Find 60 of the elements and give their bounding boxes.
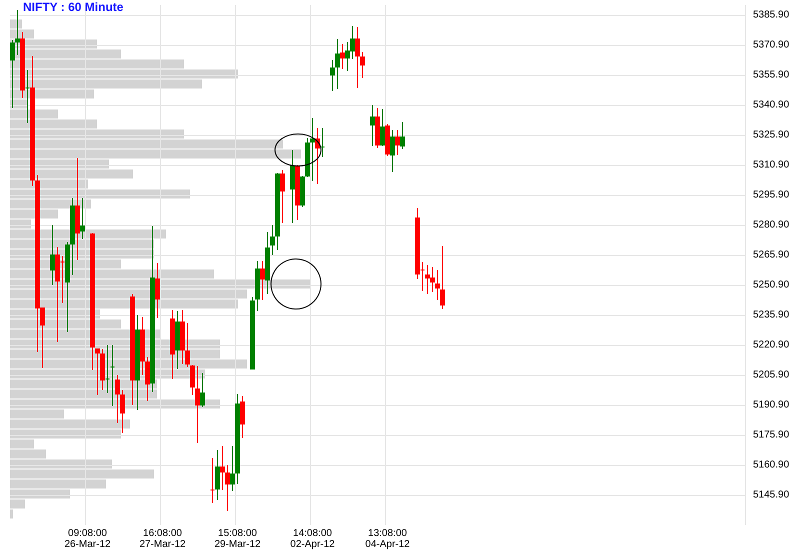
candlestick xyxy=(105,344,110,394)
candlestick xyxy=(240,396,245,438)
candlestick xyxy=(250,296,255,370)
y-tick-label: 5370.90 xyxy=(753,40,790,50)
candlestick xyxy=(295,164,300,220)
candlestick xyxy=(400,122,405,150)
y-tick-label: 5295.90 xyxy=(753,190,790,200)
y-tick-label: 5145.90 xyxy=(753,490,790,500)
y-tick-label: 5340.90 xyxy=(753,100,790,110)
y-tick-label: 5265.90 xyxy=(753,250,790,260)
candlestick xyxy=(275,172,280,250)
candlestick xyxy=(315,128,320,184)
y-tick-label: 5250.90 xyxy=(753,280,790,290)
candlestick xyxy=(305,138,310,178)
candlestick xyxy=(310,118,315,182)
candlestick xyxy=(380,108,385,146)
candlestick xyxy=(290,150,295,224)
x-tick-label: 16:08:00 27-Mar-12 xyxy=(139,528,186,550)
candlestick xyxy=(385,124,390,156)
chart-title: NIFTY : 60 Minute xyxy=(23,0,124,14)
candlestick xyxy=(220,446,225,490)
x-tick-label: 15:08:00 29-Mar-12 xyxy=(214,528,261,550)
candlestick xyxy=(370,104,375,146)
candlestick xyxy=(265,232,270,294)
x-tick-label: 13:08:00 04-Apr-12 xyxy=(365,528,410,550)
candlestick xyxy=(435,270,440,300)
candlestick xyxy=(375,108,380,148)
candlestick xyxy=(235,394,240,484)
x-tick-label: 14:08:00 02-Apr-12 xyxy=(290,528,336,550)
y-tick-label: 5310.90 xyxy=(753,160,790,170)
candlestick xyxy=(390,130,395,172)
y-tick-label: 5325.90 xyxy=(753,130,790,140)
candlestick xyxy=(330,60,335,92)
y-tick-label: 5175.90 xyxy=(753,430,790,440)
y-tick-label: 5235.90 xyxy=(753,310,790,320)
candlestick xyxy=(215,450,220,500)
candlestick xyxy=(230,446,235,492)
candlestick xyxy=(340,44,345,70)
candlestick xyxy=(260,260,265,300)
candlestick xyxy=(300,176,305,208)
candlestick xyxy=(25,70,30,124)
candlestick xyxy=(270,224,275,256)
candlestick xyxy=(280,170,285,224)
candlestick xyxy=(440,246,445,310)
y-tick-label: 5160.90 xyxy=(753,460,790,470)
y-tick-label: 5205.90 xyxy=(753,370,790,380)
candlestick xyxy=(225,464,230,512)
candlestick xyxy=(320,128,325,158)
y-tick-label: 5355.90 xyxy=(753,70,790,80)
candlestick xyxy=(110,344,115,406)
candlestick xyxy=(355,26,360,88)
y-tick-label: 5190.90 xyxy=(753,400,790,410)
candlestick xyxy=(360,52,365,78)
candlestick xyxy=(395,130,400,156)
candlestick xyxy=(335,38,340,90)
y-tick-label: 5220.90 xyxy=(753,340,790,350)
candlestick xyxy=(210,458,215,504)
x-tick-label: 09:08:00 26-Mar-12 xyxy=(64,528,111,550)
y-tick-label: 5385.90 xyxy=(753,10,790,20)
y-tick-label: 5280.90 xyxy=(753,220,790,230)
